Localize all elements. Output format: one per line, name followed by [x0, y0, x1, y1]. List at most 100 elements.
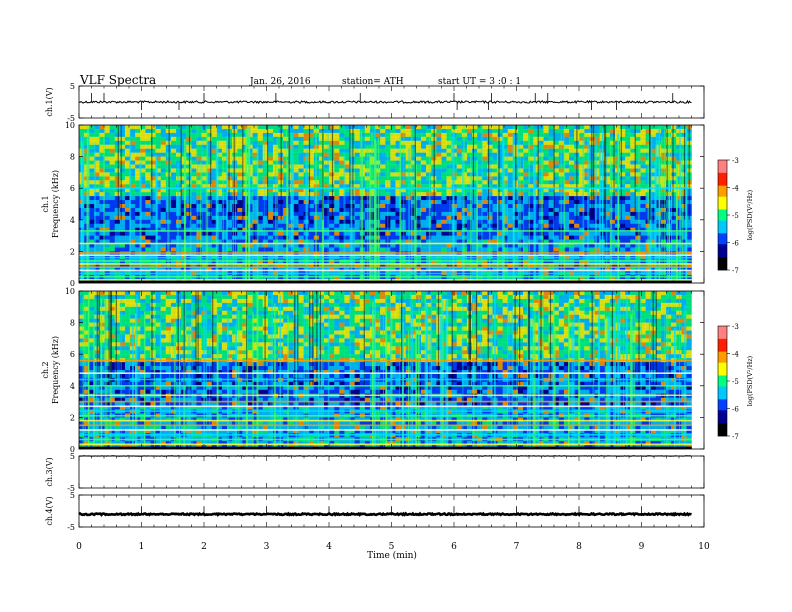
- spectrogram-cell: [497, 200, 503, 205]
- spectrogram-cell: [502, 148, 509, 153]
- spectrogram-cell: [124, 184, 131, 189]
- spectrogram-cell: [252, 188, 258, 193]
- spectrogram-cell: [497, 172, 503, 177]
- spectrogram-cell: [293, 164, 299, 169]
- spectrogram-cell: [262, 231, 269, 236]
- spectrogram-cell: [650, 188, 657, 193]
- spectrogram-cell: [385, 243, 391, 248]
- spectrogram-cell: [630, 227, 636, 232]
- spectrogram-cell: [640, 164, 646, 169]
- spectrogram-cell: [145, 148, 151, 153]
- spectrogram-cell: [155, 192, 161, 197]
- spectrogram-cell: [155, 148, 161, 153]
- spectrogram-cell: [426, 148, 432, 153]
- spectrogram-cell: [492, 215, 498, 221]
- spectrogram-cell: [472, 207, 478, 213]
- spectrogram-cell: [523, 247, 529, 252]
- spectrogram-cell: [507, 140, 514, 146]
- spectrogram-cell: [252, 144, 258, 149]
- spectrogram-cell: [94, 192, 100, 197]
- spectrogram-cell: [206, 148, 212, 153]
- spectrogram-cell: [329, 148, 335, 153]
- spectrogram-cell: [645, 267, 651, 272]
- spectrogram-cell: [681, 223, 687, 228]
- spectrogram-cell: [211, 247, 218, 252]
- spectrogram-cell: [548, 136, 554, 142]
- spectrogram-cell: [574, 239, 580, 244]
- spectrogram-cell: [109, 207, 116, 213]
- spectrogram-cell: [390, 200, 396, 205]
- spectrogram-cell: [181, 223, 187, 228]
- spectrogram-cell: [324, 180, 330, 185]
- spectrogram-cell: [140, 235, 146, 240]
- spectrogram-cell: [410, 144, 417, 149]
- spectrogram-cell: [415, 223, 422, 228]
- spectrogram-cell: [426, 231, 432, 236]
- spectrogram-cell: [385, 148, 391, 153]
- spectrogram-cell: [201, 215, 207, 221]
- spectrogram-cell: [415, 125, 422, 130]
- spectrogram-cell: [191, 243, 197, 248]
- spectrogram-cell: [99, 164, 105, 169]
- spectrogram-cell: [415, 215, 422, 221]
- sferic-streak: [292, 162, 295, 283]
- spectrogram-cell: [252, 140, 258, 146]
- spectrogram-cell: [216, 188, 223, 193]
- spectrogram-cell: [329, 188, 335, 193]
- spectrogram-cell: [609, 140, 616, 146]
- spectrogram-cell: [242, 136, 248, 142]
- spectrogram-cell: [308, 215, 315, 221]
- spectrogram-cell: [456, 144, 463, 149]
- spectrogram-cell: [380, 132, 386, 138]
- spectrogram-cell: [400, 168, 406, 173]
- spectrogram-cell: [569, 160, 575, 165]
- spectrogram-cell: [232, 239, 238, 244]
- spectrogram-cell: [339, 239, 345, 244]
- spectrogram-cell: [252, 215, 258, 221]
- spectrogram-cell: [620, 160, 626, 165]
- spectrogram-cell: [390, 227, 396, 232]
- spectrogram-cell: [94, 156, 100, 161]
- spectrogram-cell: [594, 140, 600, 146]
- spectrogram-cell: [420, 231, 427, 236]
- spectrogram-cell: [318, 156, 325, 161]
- spectrogram-cell: [472, 267, 478, 272]
- spectrogram-cell: [604, 223, 611, 228]
- spectrogram-cell: [283, 156, 289, 161]
- spectrogram-cell: [252, 235, 258, 240]
- spectrogram-cell: [130, 184, 136, 189]
- spectrogram-cell: [186, 164, 192, 169]
- spectrogram-cell: [124, 200, 131, 205]
- spectrogram-cell: [89, 148, 95, 153]
- spectrogram-cell: [150, 227, 156, 232]
- spectrogram-cell: [635, 156, 641, 161]
- spectrogram-cell: [563, 243, 570, 248]
- spectrogram-cell: [517, 128, 524, 134]
- spectrogram-cell: [507, 180, 514, 185]
- spectrogram-cell: [466, 172, 473, 177]
- spectrogram-cell: [267, 168, 274, 173]
- spectrogram-cell: [283, 184, 289, 189]
- spectrogram-cell: [671, 180, 677, 185]
- spectrogram-cell: [456, 235, 463, 240]
- spectrogram-cell: [252, 211, 258, 217]
- spectrogram-cell: [380, 231, 386, 236]
- spectrogram-cell: [497, 231, 503, 236]
- spectrogram-cell: [206, 132, 212, 138]
- spectrogram-cell: [446, 235, 452, 240]
- spectrogram-cell: [594, 231, 600, 236]
- spectrogram-cell: [579, 180, 585, 185]
- spectrogram-cell: [538, 211, 544, 217]
- spectrogram-cell: [563, 207, 570, 213]
- spectrogram-cell: [436, 168, 442, 173]
- spectrogram-cell: [99, 132, 105, 138]
- spectrogram-cell: [538, 164, 544, 169]
- spectrogram-cell: [584, 132, 590, 138]
- spectrogram-cell: [94, 263, 100, 268]
- spectrogram-cell: [369, 144, 376, 149]
- spectrogram-cell: [135, 160, 141, 165]
- spectrogram-cell: [191, 215, 197, 221]
- spectrogram-cell: [303, 148, 309, 153]
- spectrogram-cell: [420, 128, 427, 134]
- spectrogram-cell: [466, 152, 473, 157]
